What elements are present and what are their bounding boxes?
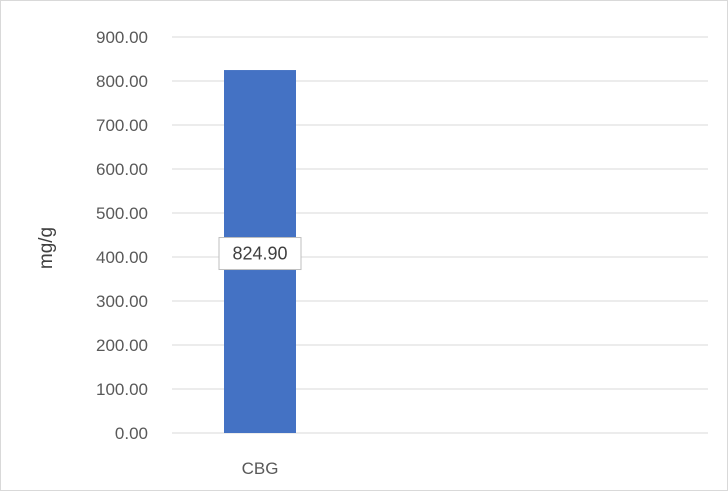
- y-axis-ticks: 0.00 100.00 200.00 300.00 400.00 500.00 600.00…: [96, 28, 148, 443]
- x-tick-label: CBG: [242, 459, 279, 478]
- x-axis-ticks: CBG: [242, 459, 279, 478]
- data-label-box: [218, 237, 302, 271]
- y-tick-label: 900.00: [96, 28, 148, 47]
- bars: 824.90: [218, 70, 302, 433]
- y-tick-label: 100.00: [96, 380, 148, 399]
- y-tick-label: 400.00: [96, 248, 148, 267]
- y-tick-label: 600.00: [96, 160, 148, 179]
- y-tick-label: 0.00: [115, 424, 148, 443]
- y-axis-title: mg/g: [36, 227, 57, 269]
- y-tick-label: 200.00: [96, 336, 148, 355]
- y-tick-label: 700.00: [96, 116, 148, 135]
- y-tick-label: 800.00: [96, 72, 148, 91]
- y-tick-label: 500.00: [96, 204, 148, 223]
- data-label: 824.90: [232, 244, 287, 264]
- y-tick-label: 300.00: [96, 292, 148, 311]
